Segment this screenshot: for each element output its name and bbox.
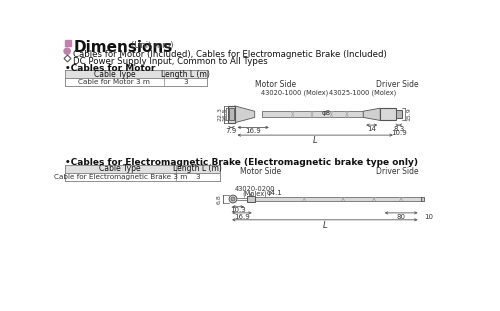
Text: 15.9: 15.9 bbox=[406, 107, 412, 121]
Text: 3: 3 bbox=[183, 79, 188, 85]
Text: 3: 3 bbox=[196, 174, 200, 180]
Circle shape bbox=[64, 48, 70, 54]
Text: 43020-0200: 43020-0200 bbox=[234, 186, 275, 192]
Text: 10.9: 10.9 bbox=[391, 130, 406, 136]
Text: Dimensions: Dimensions bbox=[74, 40, 172, 55]
Text: Length L (m): Length L (m) bbox=[161, 70, 210, 79]
Text: φ4.1: φ4.1 bbox=[266, 190, 282, 196]
Bar bbox=[65, 165, 220, 173]
Text: Motor Side: Motor Side bbox=[240, 167, 281, 176]
Bar bbox=[380, 108, 396, 120]
Text: Length L (m): Length L (m) bbox=[174, 165, 222, 174]
Text: Motor Side: Motor Side bbox=[255, 81, 296, 90]
Text: •Cables for Electromagnetic Brake (Electromagnetic brake type only): •Cables for Electromagnetic Brake (Elect… bbox=[65, 158, 418, 167]
Bar bbox=[65, 70, 206, 78]
Bar bbox=[65, 173, 220, 181]
Circle shape bbox=[231, 197, 235, 201]
Polygon shape bbox=[234, 106, 255, 123]
Text: Cable for Motor 3 m: Cable for Motor 3 m bbox=[78, 79, 150, 85]
Bar bbox=[65, 78, 206, 86]
Text: (Unit mm): (Unit mm) bbox=[130, 41, 173, 50]
Text: 10.3: 10.3 bbox=[230, 207, 246, 213]
Text: 10: 10 bbox=[424, 214, 434, 220]
Text: 43020-1000 (Molex): 43020-1000 (Molex) bbox=[262, 90, 328, 96]
Text: 22.3: 22.3 bbox=[217, 107, 222, 121]
Text: Driver Side: Driver Side bbox=[376, 167, 418, 176]
Text: DC Power Supply Input, Common to All Types: DC Power Supply Input, Common to All Typ… bbox=[72, 57, 268, 66]
Text: Cable Type: Cable Type bbox=[100, 165, 141, 174]
Text: 16.9: 16.9 bbox=[246, 128, 261, 134]
Text: Cable Type: Cable Type bbox=[94, 70, 135, 79]
Bar bbox=[254, 197, 420, 201]
Text: •Cables for Motor: •Cables for Motor bbox=[65, 64, 155, 73]
Text: Cables for Motor (Included), Cables for Electromagnetic Brake (Included): Cables for Motor (Included), Cables for … bbox=[72, 50, 386, 59]
Bar bbox=[247, 196, 254, 202]
Text: φ8: φ8 bbox=[322, 110, 330, 116]
Text: Cable for Electromagnetic Brake 3 m: Cable for Electromagnetic Brake 3 m bbox=[54, 174, 187, 180]
Bar bbox=[228, 106, 234, 123]
Bar bbox=[229, 108, 234, 120]
Polygon shape bbox=[363, 108, 380, 120]
Text: L: L bbox=[313, 136, 318, 145]
Bar bbox=[420, 197, 424, 201]
Text: 80: 80 bbox=[396, 214, 406, 220]
Bar bbox=[396, 110, 402, 118]
Text: 16.5: 16.5 bbox=[222, 108, 228, 121]
Bar bbox=[65, 39, 71, 46]
Text: 6.8: 6.8 bbox=[216, 194, 222, 204]
Bar bbox=[262, 111, 363, 117]
Text: 14: 14 bbox=[368, 126, 376, 132]
Circle shape bbox=[229, 195, 237, 203]
Text: 7.9: 7.9 bbox=[226, 128, 237, 134]
Text: L: L bbox=[322, 220, 327, 230]
Text: 8.3: 8.3 bbox=[393, 126, 404, 132]
Text: 43025-1000 (Molex): 43025-1000 (Molex) bbox=[329, 90, 396, 96]
Text: 16.9: 16.9 bbox=[234, 214, 250, 220]
Text: (Molex): (Molex) bbox=[242, 190, 267, 197]
Text: Driver Side: Driver Side bbox=[376, 81, 418, 90]
